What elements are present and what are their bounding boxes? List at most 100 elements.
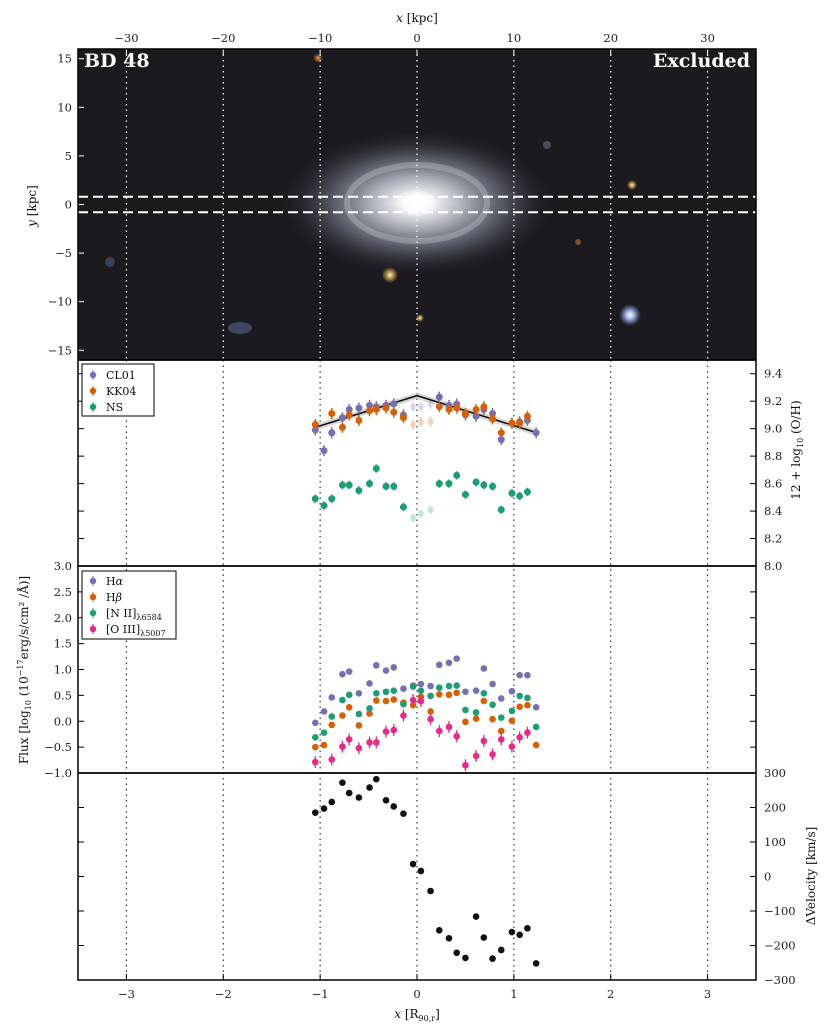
data-point-Hbeta: [355, 722, 363, 729]
data-point-Hbeta: [462, 718, 469, 726]
data-point-NII: [497, 714, 505, 721]
data-point-Hbeta: [489, 715, 496, 723]
data-point-velocity: [366, 784, 373, 791]
data-point-OIII: [453, 732, 461, 740]
data-point-NS: [390, 482, 398, 490]
top-x-tick-label: 10: [507, 31, 522, 45]
data-point-OIII: [480, 737, 488, 745]
data-point-Halpha: [339, 670, 346, 678]
legend-marker: [89, 403, 97, 411]
data-point-KK04: [372, 405, 380, 413]
data-point-NS: [523, 488, 531, 496]
data-point-velocity: [355, 794, 363, 801]
metallicity-panel-frame: [77, 359, 757, 567]
data-point-OIII: [435, 727, 443, 735]
y-tick-label: 100: [764, 835, 786, 849]
data-point-velocity: [339, 779, 346, 786]
data-point-NS: [472, 478, 480, 486]
data-point-velocity: [400, 810, 407, 818]
data-point-NS: [445, 480, 453, 488]
data-point-velocity: [409, 860, 417, 868]
data-point-NII: [345, 691, 353, 699]
data-point-Halpha: [508, 687, 516, 695]
data-point-NII: [532, 723, 540, 731]
star: [313, 53, 323, 63]
data-point-Halpha: [435, 661, 443, 669]
data-point-Halpha: [320, 708, 328, 715]
data-point-Halpha: [427, 682, 434, 690]
status-label: Excluded: [653, 50, 750, 72]
galaxy-name-label: BD 48: [84, 50, 150, 72]
top-x-tick-label: −20: [211, 31, 235, 45]
data-point-velocity: [345, 789, 353, 797]
data-point-OIII: [524, 729, 531, 736]
x-tick-label: −1: [312, 987, 329, 1001]
data-point-Hbeta: [472, 715, 480, 722]
data-point-KK04: [382, 404, 390, 412]
star: [575, 239, 581, 245]
y-tick-label: 0.5: [54, 688, 72, 702]
background-galaxy: [105, 257, 115, 267]
data-point-OIII: [417, 697, 425, 705]
data-point-NII: [355, 710, 363, 718]
data-point-Hbeta: [390, 696, 398, 703]
legend-marker: [89, 593, 97, 601]
data-point-NS: [435, 480, 443, 488]
legend-marker: [89, 577, 97, 585]
velocity-y-axis-label: ΔVelocity [km/s]: [804, 827, 818, 926]
background-galaxy: [228, 322, 252, 334]
data-point-OIII: [390, 726, 398, 734]
data-point-Halpha: [453, 655, 461, 662]
data-point-velocity: [497, 946, 505, 954]
data-point-KK04: [461, 410, 469, 418]
data-point-NS: [320, 502, 328, 510]
data-point-NII: [400, 700, 407, 708]
legend-label: Hα: [106, 575, 124, 588]
data-point-NII: [382, 688, 390, 696]
y-tick-label: −100: [764, 904, 796, 918]
data-point-Halpha: [489, 680, 496, 688]
data-point-velocity: [445, 934, 453, 942]
data-point-NS: [338, 481, 346, 489]
y-tick-label: 1.0: [54, 663, 72, 677]
y-tick-label: 8.4: [764, 504, 782, 518]
data-point-Hbeta: [516, 703, 523, 711]
y-tick-label: −1.0: [44, 766, 72, 780]
data-point-NII: [328, 713, 336, 720]
data-point-Hbeta: [435, 691, 443, 698]
y-tick-label: −200: [764, 939, 796, 953]
star: [416, 314, 424, 322]
data-point-OIII: [339, 743, 346, 750]
data-point-Halpha: [480, 665, 488, 672]
data-point-NS: [311, 495, 319, 503]
data-point-velocity: [320, 805, 328, 812]
data-point-OIII: [382, 728, 390, 735]
data-point-velocity: [480, 934, 488, 941]
data-point-Hbeta: [497, 727, 505, 735]
data-point-Halpha: [532, 703, 540, 711]
data-point-velocity: [453, 949, 461, 957]
data-point-KK04: [472, 405, 480, 413]
data-point-NII: [312, 733, 319, 741]
data-point-NS: [382, 482, 390, 490]
data-point-Halpha: [328, 694, 336, 701]
data-point-Halpha: [417, 680, 425, 688]
data-point-KK04: [523, 412, 531, 420]
y-tick-label: −300: [764, 973, 796, 987]
data-point-velocity: [435, 927, 443, 934]
data-point-CL01: [390, 400, 398, 408]
data-point-OIII: [355, 744, 363, 752]
data-point-KK04: [497, 429, 505, 437]
flux-legend: Hα Hβ [N II]λ6584[O III]λ5007: [81, 570, 177, 640]
legend-marker: [89, 387, 97, 395]
data-point-Halpha: [400, 685, 407, 692]
star: [382, 267, 398, 283]
metallicity-legend: CL01 KK04 NS: [81, 363, 155, 417]
data-point-velocity: [390, 803, 398, 810]
image-y-tick-label: 5: [65, 149, 72, 163]
image-y-tick-label: 0: [65, 198, 72, 212]
data-point-NS: [328, 495, 336, 503]
data-point-Halpha: [355, 690, 363, 697]
data-point-KK04: [480, 403, 488, 411]
